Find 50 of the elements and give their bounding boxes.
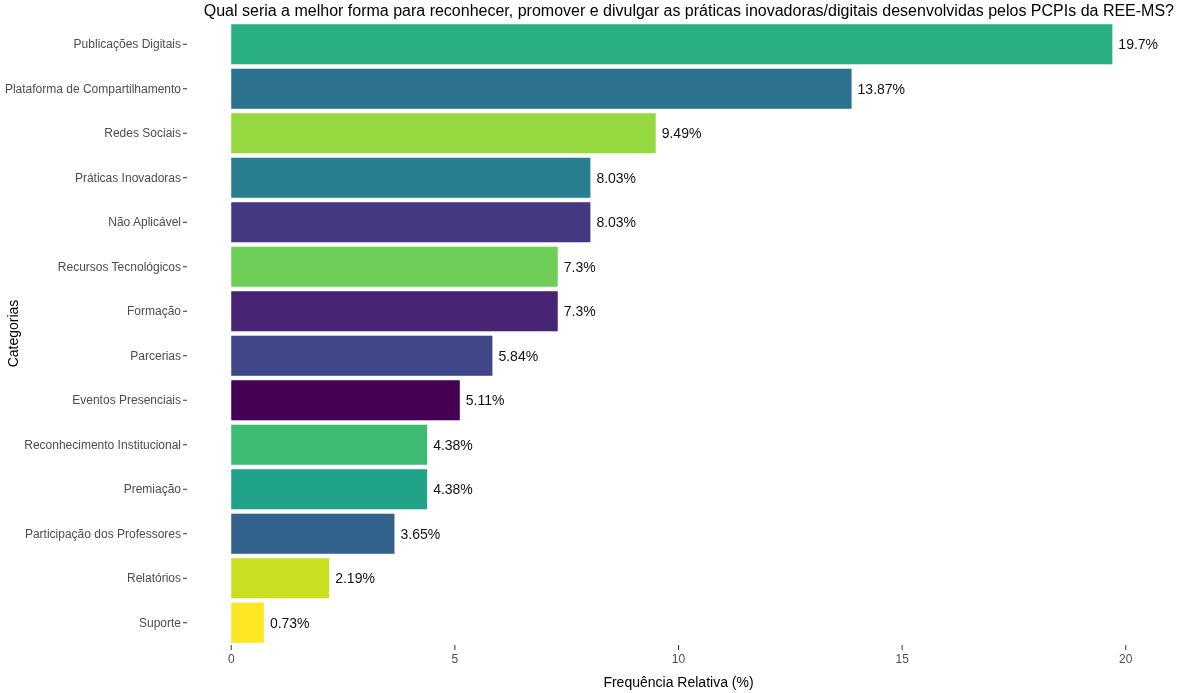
- bar: [231, 380, 460, 421]
- bar: [231, 424, 428, 465]
- bar: [231, 24, 1113, 65]
- y-tick-label: Premiação: [123, 482, 182, 497]
- bar: [231, 558, 330, 599]
- x-tick-label: 20: [1119, 652, 1133, 666]
- x-tick-label: 0: [227, 652, 235, 666]
- bar: [231, 291, 558, 332]
- y-tick-label: Eventos Presenciais: [72, 393, 181, 408]
- data-label: 2.19%: [335, 570, 375, 587]
- x-axis-title: Frequência Relativa (%): [603, 674, 754, 690]
- y-tick-label: Suporte: [138, 615, 182, 630]
- data-label: 9.49%: [661, 125, 702, 142]
- bar: [231, 157, 591, 198]
- y-tick-label: Reconhecimento Institucional: [24, 437, 181, 452]
- bar: [231, 602, 264, 643]
- chart-title: Qual seria a melhor forma para reconhecer, promover e divulgar as práticas inovadoras/digitais desenvolvidas pelos PCPIs da REE-MS?: [203, 2, 1175, 19]
- y-tick-label: Parcerias: [130, 348, 181, 363]
- data-label: 7.3%: [563, 258, 596, 275]
- data-label: 5.84%: [498, 347, 539, 364]
- data-label: 19.7%: [1118, 36, 1159, 53]
- bar: [231, 113, 656, 154]
- y-tick-label: Redes Sociais: [104, 126, 181, 141]
- y-tick-label: Plataforma de Compartilhamento: [4, 81, 182, 96]
- data-label: 5.11%: [465, 392, 505, 409]
- y-tick-label: Formação: [126, 304, 182, 319]
- x-tick-label: 15: [895, 652, 910, 666]
- data-label: 13.87%: [857, 80, 906, 97]
- data-label: 4.38%: [433, 481, 473, 498]
- x-tick-label: 5: [451, 652, 459, 666]
- y-axis-title: Categorias: [5, 299, 21, 368]
- y-tick-label: Recursos Tecnológicos: [57, 259, 181, 274]
- data-label: 4.38%: [433, 436, 473, 453]
- bar: [231, 246, 558, 287]
- data-label: 0.73%: [269, 614, 310, 631]
- bar: [231, 335, 493, 376]
- bar: [231, 513, 395, 554]
- y-tick-label: Relatórios: [126, 571, 181, 586]
- bar: [231, 469, 428, 510]
- x-tick-label: 10: [671, 652, 686, 666]
- y-tick-label: Participação dos Professores: [24, 526, 181, 541]
- data-label: 8.03%: [596, 169, 637, 186]
- data-label: 8.03%: [596, 214, 637, 231]
- bar: [231, 202, 591, 243]
- y-tick-label: Práticas Inovadoras: [74, 170, 181, 185]
- y-tick-label: Publicações Digitais: [73, 37, 181, 52]
- data-label: 3.65%: [400, 525, 441, 542]
- y-tick-label: Não Aplicável: [108, 215, 181, 230]
- data-label: 7.3%: [563, 303, 596, 320]
- bar: [231, 68, 852, 109]
